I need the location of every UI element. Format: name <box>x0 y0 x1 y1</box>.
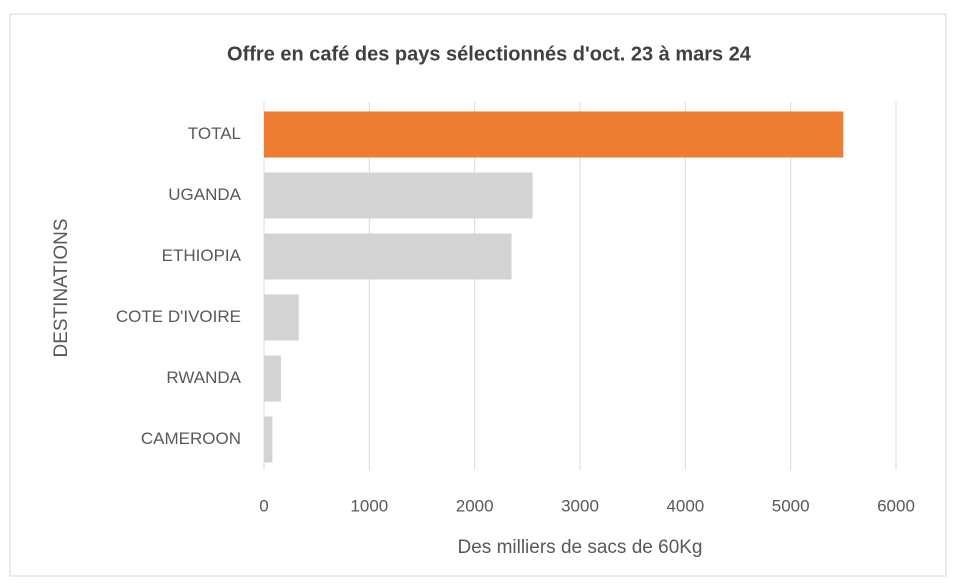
y-tick-label: CAMEROON <box>141 429 241 448</box>
bar <box>264 233 512 280</box>
chart-border <box>9 13 947 577</box>
bar <box>264 111 844 158</box>
x-tick-label: 5000 <box>772 496 810 515</box>
x-tick-label: 2000 <box>456 496 494 515</box>
y-tick-label: COTE D'IVOIRE <box>116 307 241 326</box>
y-tick-label: ETHIOPIA <box>162 246 242 265</box>
x-tick-label: 3000 <box>561 496 599 515</box>
x-tick-label: 1000 <box>350 496 388 515</box>
y-tick-label: TOTAL <box>188 124 241 143</box>
y-tick-label: RWANDA <box>166 368 241 387</box>
x-tick-label: 0 <box>259 496 268 515</box>
bar <box>264 416 273 463</box>
x-tick-label: 4000 <box>666 496 704 515</box>
y-axis-label: DESTINATIONS <box>51 219 72 358</box>
bar <box>264 355 281 402</box>
x-axis-label: Des milliers de sacs de 60Kg <box>458 537 703 558</box>
x-tick-label: 6000 <box>877 496 915 515</box>
bar <box>264 294 299 341</box>
bar <box>264 172 533 219</box>
chart-title: Offre en café des pays sélectionnés d'oc… <box>227 43 752 65</box>
y-tick-label: UGANDA <box>168 185 241 204</box>
